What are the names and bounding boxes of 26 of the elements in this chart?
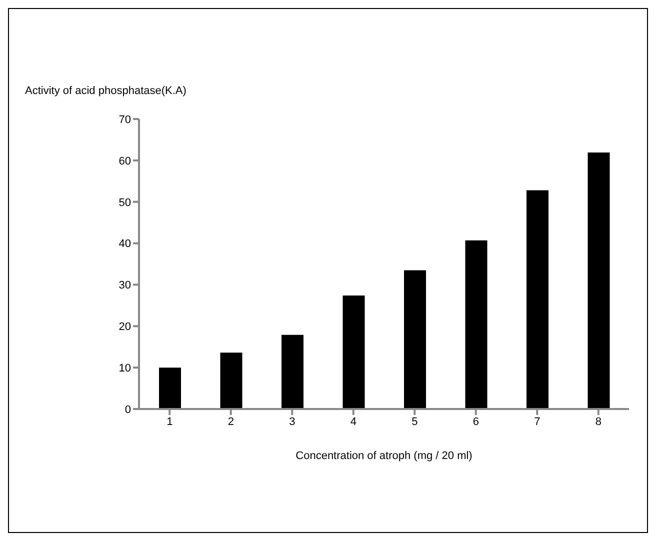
y-tick-label: 50 bbox=[118, 196, 131, 209]
x-tick-label: 5 bbox=[412, 416, 418, 428]
x-tick-label: 2 bbox=[228, 416, 234, 428]
y-tick-label: 10 bbox=[118, 362, 131, 374]
x-tick-label: 3 bbox=[289, 416, 296, 428]
x-tick-label: 4 bbox=[350, 416, 356, 428]
bar bbox=[404, 270, 426, 409]
y-tick-label: 60 bbox=[118, 155, 131, 168]
bar bbox=[526, 190, 548, 409]
x-tick-label: 1 bbox=[166, 416, 173, 428]
bar bbox=[342, 295, 365, 409]
x-axis-title: Concentration of atroph (mg / 20 ml) bbox=[296, 450, 472, 462]
y-tick-label: 70 bbox=[118, 114, 131, 126]
y-tick-label: 20 bbox=[118, 321, 131, 334]
bar bbox=[588, 152, 610, 409]
bar bbox=[282, 334, 304, 409]
x-tick-label: 7 bbox=[534, 416, 540, 428]
bar bbox=[220, 352, 242, 409]
y-tick-label: 40 bbox=[118, 238, 131, 250]
y-tick-label: 30 bbox=[118, 280, 131, 292]
bar bbox=[465, 240, 488, 409]
y-axis-title: Activity of acid phosphatase(K.A) bbox=[25, 85, 186, 97]
bar bbox=[159, 368, 181, 409]
x-tick-label: 8 bbox=[595, 416, 602, 428]
x-tick-label: 6 bbox=[472, 416, 479, 428]
y-tick-label: 0 bbox=[124, 404, 131, 416]
